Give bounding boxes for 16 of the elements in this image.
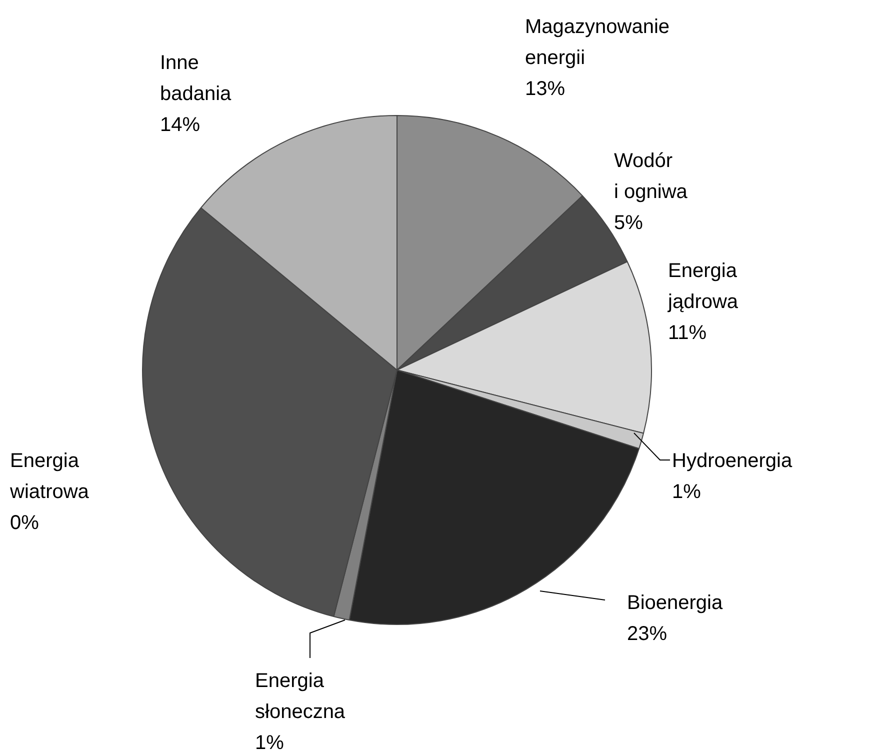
data-label: 1% — [672, 481, 701, 503]
text: 0% — [10, 512, 39, 534]
slice-label: Magazynowanie energii — [525, 16, 670, 69]
data-label: 5% — [614, 212, 643, 234]
data-label: 1% — [255, 732, 284, 754]
slice-label: Wodór i ogniwa — [614, 150, 688, 203]
slice-label: Hydroenergia — [672, 450, 792, 472]
data-label: 14% — [160, 114, 200, 136]
category-label: Energia wiatrowa — [10, 450, 89, 503]
slice-label: Bioenergia — [627, 592, 723, 614]
slice-label: Inne badania — [160, 52, 232, 105]
data-label: 11% — [668, 322, 707, 344]
data-label: 23% — [627, 623, 668, 645]
slice-label: Energia słoneczna — [255, 670, 346, 723]
slice-label: Energia jądrowa — [668, 260, 738, 313]
data-label: 13% — [525, 78, 566, 100]
